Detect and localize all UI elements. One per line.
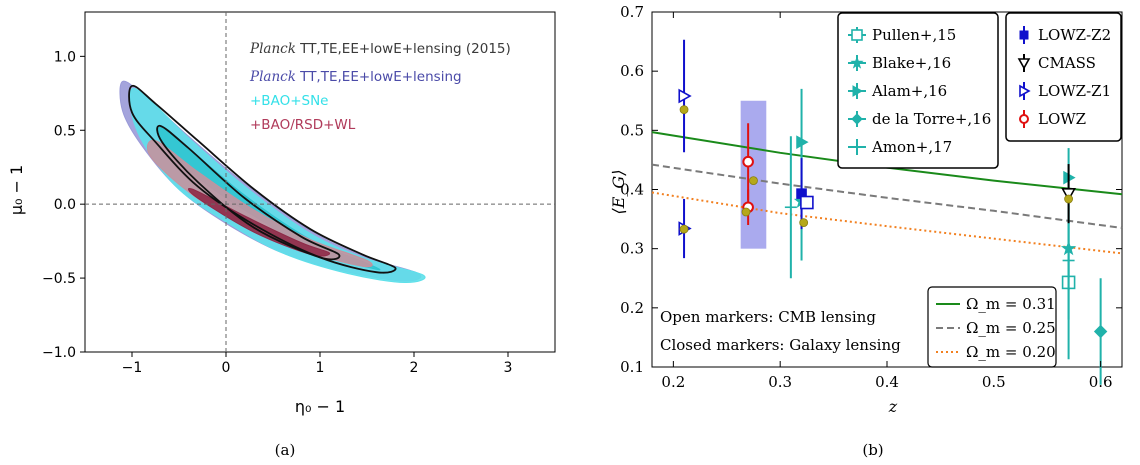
x-tick-label: 1 (316, 360, 325, 376)
yellow-marker (679, 105, 689, 115)
legend-marker (1019, 114, 1029, 124)
y-tick-label: 0.5 (54, 123, 76, 139)
uncertainty-band (740, 100, 767, 249)
legend-label: LOWZ-Z2 (1038, 26, 1111, 44)
legend-box-measurements (1005, 12, 1122, 142)
reference-lines (85, 12, 555, 352)
yellow-marker (749, 176, 758, 186)
yellow-marker (679, 224, 689, 234)
legend-entry: +BAO/RSD+WL (250, 117, 356, 133)
y-tick-label: 0.3 (620, 240, 644, 258)
yellow-marker (799, 218, 809, 228)
data-point (742, 155, 754, 168)
legend-label: LOWZ-Z1 (1038, 82, 1111, 100)
legend-entry: +BAO+SNe (250, 93, 328, 109)
x-tick-label: 0.5 (982, 373, 1006, 391)
legend-marker (851, 29, 863, 41)
contour-68-6 (156, 124, 341, 261)
x-tick-label: 0.2 (661, 373, 685, 391)
legend-marker (1019, 84, 1031, 98)
legend-marker (851, 113, 863, 125)
legend-label: Pullen+,15 (872, 26, 956, 44)
legend-label: de la Torre+,16 (872, 110, 991, 128)
y-tick-label: −1.0 (42, 345, 76, 361)
panel-a-ticks: −1 0 1 2 3 −1.0 −0.5 0.0 0.5 1.0 (42, 49, 512, 376)
x-tick-label: 0.6 (1089, 373, 1113, 391)
data-point (800, 195, 814, 210)
y-tick-label: −0.5 (42, 271, 76, 287)
legend-label: Ω_m = 0.20 (966, 343, 1056, 361)
legend-marker (1017, 58, 1031, 70)
legend-marker (850, 56, 864, 69)
annotation-text: Closed markers: Galaxy lensing (660, 336, 901, 354)
x-tick-label: 0.3 (768, 373, 792, 391)
panel-a-label: (a) (275, 441, 296, 459)
legend-box-literature (837, 12, 999, 169)
theory-line (651, 163, 1123, 229)
yellow-marker (1064, 194, 1073, 204)
theory-line (651, 191, 1123, 255)
data-point (678, 88, 692, 104)
annotation-text: Open markers: CMB lensing (660, 308, 876, 326)
data-point (796, 135, 809, 150)
legend-box-theory (927, 286, 1057, 368)
legend-entry: Planck TT,TE,EE+lowE+lensing (249, 69, 462, 85)
panel-a-xlabel: η₀ − 1 (295, 397, 345, 416)
legend-label: Ω_m = 0.31 (966, 295, 1056, 313)
legend-label: Blake+,16 (872, 54, 951, 72)
panel-b-label: (b) (862, 441, 883, 459)
legend-marker (1019, 30, 1029, 40)
data-point (1061, 188, 1076, 202)
legend-label: Ω_m = 0.25 (966, 319, 1056, 337)
data-point (1093, 324, 1108, 339)
panel-b-legends: Pullen+,15 Blake+,16 Alam+,16 de la Torre+,… (660, 12, 1122, 368)
contour-panel: −1 0 1 2 3 −1.0 −0.5 0.0 0.5 1.0 Planck TT,TE,EE+… (7, 11, 556, 459)
panel-a-legend: Planck TT,TE,EE+lowE+lensing (2015) Planc… (249, 41, 511, 133)
legend-entry: Planck TT,TE,EE+lowE+lensing (2015) (249, 41, 511, 57)
x-tick-label: 3 (504, 360, 513, 376)
x-tick-label: 0.4 (875, 373, 899, 391)
y-tick-label: 1.0 (54, 49, 76, 65)
panel-a-frame (84, 11, 556, 353)
eg-panel: 0.2 0.3 0.4 0.5 0.6 0.1 0.2 0.3 0.4 0.5 0.6 0.7 Pul… (609, 3, 1123, 459)
yellow-marker (741, 207, 751, 217)
y-tick-label: 0.6 (620, 62, 644, 80)
contour-layer (119, 80, 426, 284)
y-tick-label: 0.7 (620, 3, 644, 21)
legend-label: LOWZ (1038, 110, 1086, 128)
panel-b-xlabel: z (888, 397, 898, 416)
x-tick-label: 0 (222, 360, 231, 376)
y-tick-label: 0.0 (54, 197, 76, 213)
legend-label: CMASS (1038, 54, 1096, 72)
panel-b-ylabel: ⟨E_G⟩ (609, 170, 628, 215)
y-tick-label: 0.2 (620, 299, 644, 317)
panel-a-ylabel: μ₀ − 1 (7, 165, 26, 215)
legend-label: Amon+,17 (871, 138, 952, 156)
x-tick-label: 2 (410, 360, 419, 376)
legend-marker (852, 85, 864, 97)
y-tick-label: 0.1 (620, 358, 644, 376)
panel-b-ticks: 0.2 0.3 0.4 0.5 0.6 0.1 0.2 0.3 0.4 0.5 0.6 0.7 (620, 3, 1122, 391)
y-tick-label: 0.5 (620, 121, 644, 139)
x-tick-label: −1 (122, 360, 143, 376)
y-tick-label: 0.4 (620, 181, 644, 199)
contour-95-5 (128, 84, 397, 274)
legend-label: Alam+,16 (871, 82, 947, 100)
